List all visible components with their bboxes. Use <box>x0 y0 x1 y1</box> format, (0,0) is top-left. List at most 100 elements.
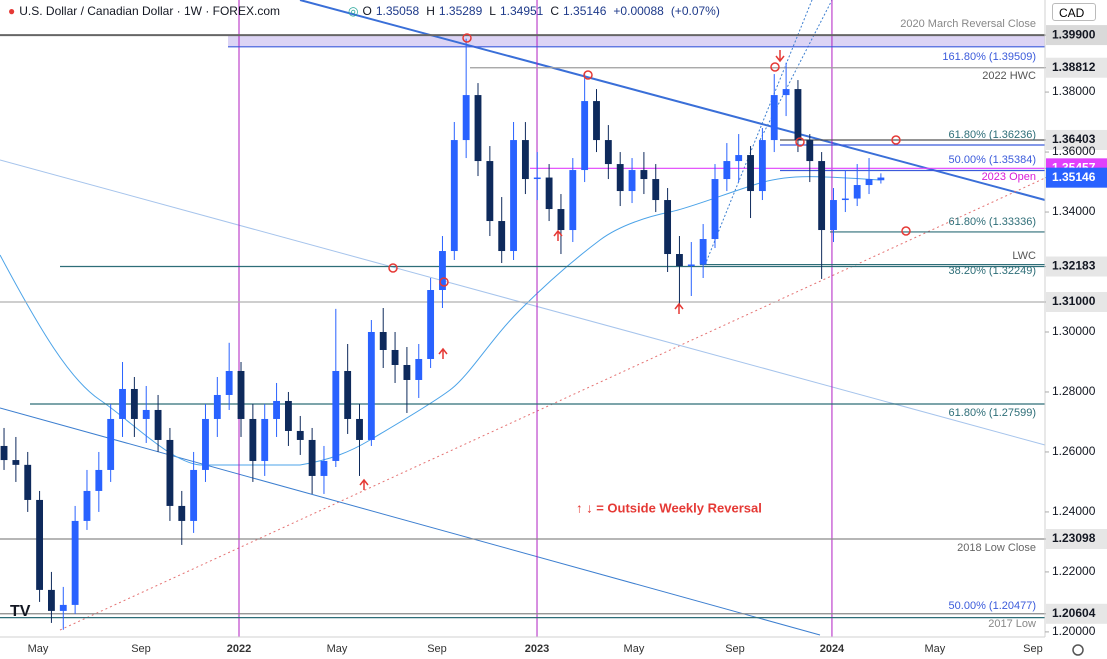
candle-body <box>178 505 186 521</box>
candle-body <box>687 264 695 267</box>
y-tick-label: 1.30000 <box>1052 324 1096 338</box>
pivot-marker <box>901 226 911 236</box>
ohlc-label: C <box>550 4 560 18</box>
candle-body <box>439 251 446 291</box>
up-arrow <box>359 478 369 490</box>
level-annotation: 161.80% (1.39509) <box>942 51 1036 63</box>
up-arrow <box>438 347 448 359</box>
candle-body <box>569 170 577 231</box>
y-tick-label: 1.38000 <box>1052 84 1096 98</box>
candle-body <box>130 388 138 419</box>
y-tick-label: 1.28000 <box>1052 384 1096 398</box>
price-label-box <box>1046 129 1107 150</box>
ohlc-label: H <box>426 4 435 18</box>
candle-body <box>12 460 20 465</box>
level-annotation: 2018 Low Close <box>957 542 1036 554</box>
x-tick-label: Sep <box>1023 643 1043 655</box>
x-tick-label: May <box>624 643 645 655</box>
candle-body <box>818 161 826 231</box>
y-tick-label: 1.24000 <box>1052 504 1096 518</box>
ohlc-label: L <box>489 4 496 18</box>
candle-body <box>71 520 79 605</box>
candle-body <box>474 95 482 162</box>
flag-icon: ● <box>8 4 16 18</box>
candle-body <box>403 364 411 380</box>
moving-average <box>0 176 881 466</box>
x-tick-label: Sep <box>725 643 745 655</box>
y-tick-label: 1.32183 <box>1052 259 1096 273</box>
level-annotation: 61.80% (1.36236) <box>949 129 1036 141</box>
candle-body <box>711 179 719 240</box>
candle-body <box>557 209 565 231</box>
price-label-box <box>1046 25 1107 46</box>
candle-body <box>296 430 304 440</box>
price-label-box <box>1046 256 1107 277</box>
y-tick-label: 1.31000 <box>1052 294 1096 308</box>
pivot-marker <box>583 70 593 80</box>
ohlc-value: 1.34951 <box>499 4 544 18</box>
candle-body <box>119 388 126 419</box>
candle-body <box>545 177 553 210</box>
candle-body <box>498 221 506 252</box>
candle-body <box>865 179 873 186</box>
y-tick-label: 1.39900 <box>1052 27 1096 41</box>
candle-body <box>95 469 103 491</box>
level-annotation: 61.80% (1.33336) <box>949 216 1036 228</box>
candle-body <box>190 469 198 521</box>
candle-body <box>723 161 731 180</box>
candle-body <box>83 490 91 521</box>
up-arrow <box>553 229 563 241</box>
candle-body <box>202 418 209 470</box>
y-tick-label: 1.20604 <box>1052 606 1096 620</box>
price-label-box <box>1046 57 1107 78</box>
candle-body <box>462 95 470 141</box>
pivot-marker <box>795 137 805 147</box>
candle-body <box>142 409 150 419</box>
y-tick-label: 1.20000 <box>1052 624 1096 638</box>
candle-body <box>367 331 375 440</box>
ohlc-value: 1.35146 <box>563 4 607 18</box>
plot: 2020 March Reversal Close 161.80% (1.3950… <box>0 0 1045 637</box>
level-annotation: 61.80% (1.27599) <box>949 407 1036 419</box>
x-tick-label: Sep <box>427 643 447 655</box>
logo: TV <box>10 603 31 620</box>
candle-body <box>758 140 766 192</box>
currency-select[interactable]: CAD <box>1052 3 1096 21</box>
y-tick-label: 1.23098 <box>1052 531 1096 545</box>
x-tick-label: May <box>327 643 348 655</box>
candle-body <box>652 179 660 201</box>
candle-body <box>356 418 363 440</box>
candle-body <box>284 400 292 431</box>
level-annotation: 2020 March Reversal Close <box>900 18 1036 30</box>
x-tick-label: 2024 <box>820 643 845 655</box>
candle-body <box>48 589 55 611</box>
candle-body <box>225 370 233 395</box>
y-tick-label: 1.36000 <box>1052 144 1096 158</box>
level-annotation: LWC <box>1012 250 1036 262</box>
down-arrow <box>775 50 785 63</box>
candle-body <box>166 439 174 506</box>
resistance-band <box>228 35 1045 47</box>
candle-body <box>841 198 849 201</box>
candle-body <box>593 101 600 141</box>
candle-body <box>794 89 802 141</box>
candle-body <box>213 394 221 419</box>
candle-body <box>830 200 837 231</box>
price-label-box <box>1046 167 1107 188</box>
pivot-marker <box>388 263 398 273</box>
x-tick-label: 2023 <box>525 643 549 655</box>
candle-body <box>510 140 517 252</box>
price-axis <box>1045 0 1107 659</box>
pivot-marker <box>770 62 780 72</box>
candle-body <box>770 95 778 141</box>
x-tick-label: May <box>925 643 946 655</box>
x-tick-label: May <box>28 643 49 655</box>
candle-body <box>664 200 672 255</box>
candle-body <box>533 177 541 180</box>
candle-body <box>415 358 423 380</box>
candle-body <box>36 499 44 590</box>
up-arrow <box>674 302 684 314</box>
settings-icon[interactable] <box>1072 644 1084 656</box>
